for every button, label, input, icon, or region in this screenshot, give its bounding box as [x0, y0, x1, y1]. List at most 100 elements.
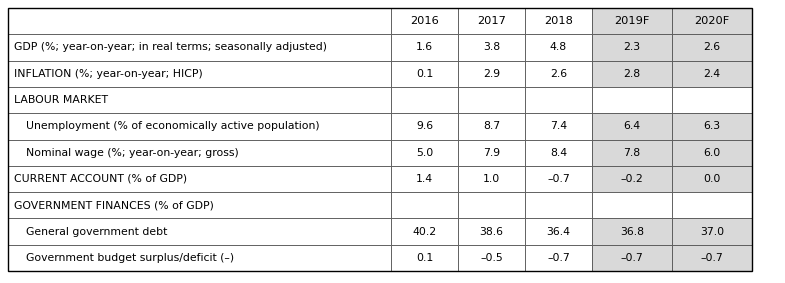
Bar [391, 8, 458, 34]
Text: 6.3: 6.3 [703, 121, 721, 131]
Bar [672, 140, 752, 166]
Text: 2018: 2018 [544, 16, 573, 26]
Text: 7.9: 7.9 [483, 148, 500, 158]
Text: INFLATION (%; year-on-year; HICP): INFLATION (%; year-on-year; HICP) [14, 69, 203, 79]
Text: 2.8: 2.8 [623, 69, 641, 79]
Text: 8.7: 8.7 [483, 121, 500, 131]
Bar [8, 218, 391, 245]
Text: 2.6: 2.6 [703, 42, 721, 52]
Bar [525, 34, 592, 61]
Bar [8, 113, 391, 140]
Text: 1.6: 1.6 [416, 42, 433, 52]
Bar [391, 34, 458, 61]
Bar [672, 34, 752, 61]
Text: 2019F: 2019F [615, 16, 650, 26]
Text: 0.0: 0.0 [703, 174, 721, 184]
Bar [672, 245, 752, 271]
Bar [525, 140, 592, 166]
Bar [458, 61, 525, 87]
Text: 40.2: 40.2 [412, 227, 436, 237]
Bar [8, 245, 391, 271]
Text: GOVERNMENT FINANCES (% of GDP): GOVERNMENT FINANCES (% of GDP) [14, 200, 214, 210]
Bar [592, 87, 672, 113]
Bar [672, 8, 752, 34]
Bar [525, 87, 592, 113]
Bar [525, 61, 592, 87]
Bar [391, 140, 458, 166]
Text: GDP (%; year-on-year; in real terms; seasonally adjusted): GDP (%; year-on-year; in real terms; sea… [14, 42, 327, 52]
Bar [8, 166, 391, 192]
Bar [525, 113, 592, 140]
Bar [592, 34, 672, 61]
Bar [672, 218, 752, 245]
Bar [8, 8, 391, 34]
Text: –0.5: –0.5 [480, 253, 503, 263]
Bar [8, 87, 391, 113]
Text: 4.8: 4.8 [550, 42, 567, 52]
Text: 1.0: 1.0 [483, 174, 500, 184]
Bar [525, 218, 592, 245]
Text: 0.1: 0.1 [416, 253, 433, 263]
Bar [672, 192, 752, 218]
Text: 2.9: 2.9 [483, 69, 500, 79]
Bar [391, 87, 458, 113]
Text: 38.6: 38.6 [480, 227, 503, 237]
Bar [391, 166, 458, 192]
Bar [672, 113, 752, 140]
Bar [672, 166, 752, 192]
Bar [458, 166, 525, 192]
Bar [592, 140, 672, 166]
Text: 2.4: 2.4 [703, 69, 721, 79]
Bar [458, 113, 525, 140]
Text: 5.0: 5.0 [416, 148, 433, 158]
Bar [458, 140, 525, 166]
Bar [458, 245, 525, 271]
Text: 6.4: 6.4 [623, 121, 641, 131]
Bar [391, 192, 458, 218]
Bar [8, 192, 391, 218]
Text: Nominal wage (%; year-on-year; gross): Nominal wage (%; year-on-year; gross) [26, 148, 239, 158]
Text: 36.8: 36.8 [620, 227, 644, 237]
Text: 36.4: 36.4 [546, 227, 571, 237]
Text: 2017: 2017 [477, 16, 506, 26]
Bar [458, 87, 525, 113]
Bar [525, 245, 592, 271]
Bar [672, 87, 752, 113]
Text: 9.6: 9.6 [416, 121, 433, 131]
Text: Government budget surplus/deficit (–): Government budget surplus/deficit (–) [26, 253, 234, 263]
Text: 2020F: 2020F [695, 16, 729, 26]
Text: 7.4: 7.4 [550, 121, 567, 131]
Bar [391, 113, 458, 140]
Text: –0.7: –0.7 [547, 174, 570, 184]
Text: CURRENT ACCOUNT (% of GDP): CURRENT ACCOUNT (% of GDP) [14, 174, 187, 184]
Text: –0.7: –0.7 [547, 253, 570, 263]
Text: 2016: 2016 [410, 16, 439, 26]
Bar [592, 113, 672, 140]
Text: –0.2: –0.2 [621, 174, 644, 184]
Bar [672, 61, 752, 87]
Bar [458, 8, 525, 34]
Bar [525, 166, 592, 192]
Bar [592, 192, 672, 218]
Bar [592, 61, 672, 87]
Bar [458, 34, 525, 61]
Bar [458, 218, 525, 245]
Bar [592, 8, 672, 34]
Text: General government debt: General government debt [26, 227, 167, 237]
Bar [8, 61, 391, 87]
Text: LABOUR MARKET: LABOUR MARKET [14, 95, 108, 105]
Text: –0.7: –0.7 [701, 253, 723, 263]
Text: 6.0: 6.0 [703, 148, 721, 158]
Bar [458, 192, 525, 218]
Bar [592, 245, 672, 271]
Bar [592, 166, 672, 192]
Text: 2.3: 2.3 [623, 42, 641, 52]
Text: 7.8: 7.8 [623, 148, 641, 158]
Bar [391, 61, 458, 87]
Text: 0.1: 0.1 [416, 69, 433, 79]
Text: 8.4: 8.4 [550, 148, 567, 158]
Bar [8, 140, 391, 166]
Bar [525, 192, 592, 218]
Bar [8, 34, 391, 61]
Bar [592, 218, 672, 245]
